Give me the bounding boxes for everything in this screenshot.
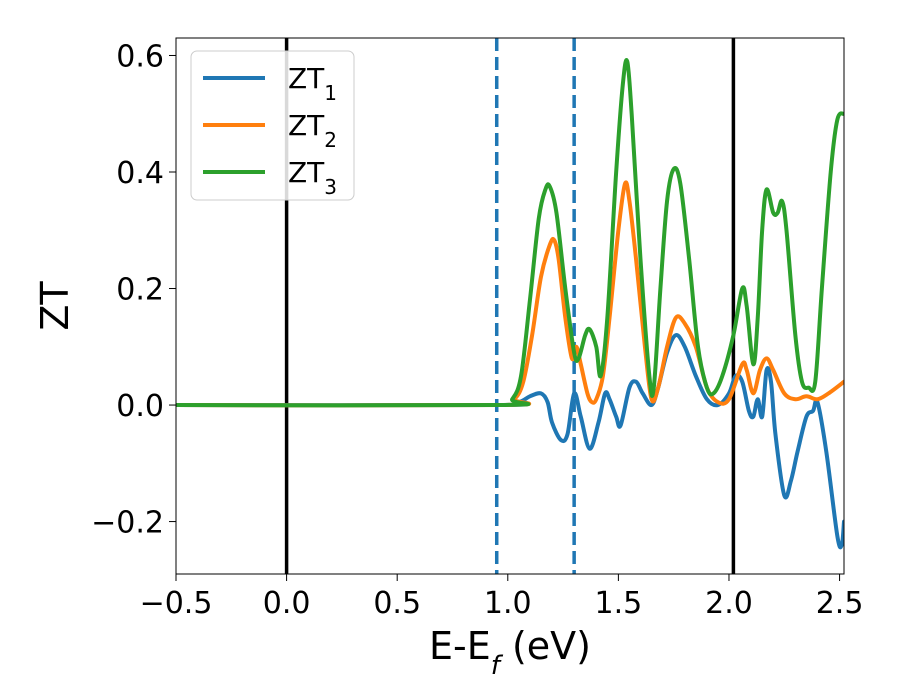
x-axis-label: E-Ef (eV) <box>429 624 591 681</box>
x-axis-ticks: −0.5 0.0 0.5 1.0 1.5 2.0 2.5 <box>140 574 864 621</box>
legend: ZT1ZT2ZT3 <box>191 51 354 200</box>
y-tick-label: 0.2 <box>116 273 164 308</box>
y-axis-ticks: −0.2 0.0 0.2 0.4 0.6 <box>91 39 176 540</box>
x-tick-label: 0.5 <box>373 586 421 621</box>
y-tick-label: 0.0 <box>116 389 164 424</box>
x-tick-label: 1.5 <box>595 586 643 621</box>
y-axis-label: ZT <box>33 281 77 331</box>
x-tick-label: −0.5 <box>140 586 213 621</box>
y-tick-label: 0.4 <box>116 156 164 191</box>
y-tick-label: −0.2 <box>91 506 164 541</box>
x-tick-label: 2.0 <box>705 586 753 621</box>
x-tick-label: 1.0 <box>484 586 532 621</box>
x-tick-label: 0.0 <box>263 586 311 621</box>
y-tick-label: 0.6 <box>116 39 164 74</box>
x-tick-label: 2.5 <box>816 586 864 621</box>
